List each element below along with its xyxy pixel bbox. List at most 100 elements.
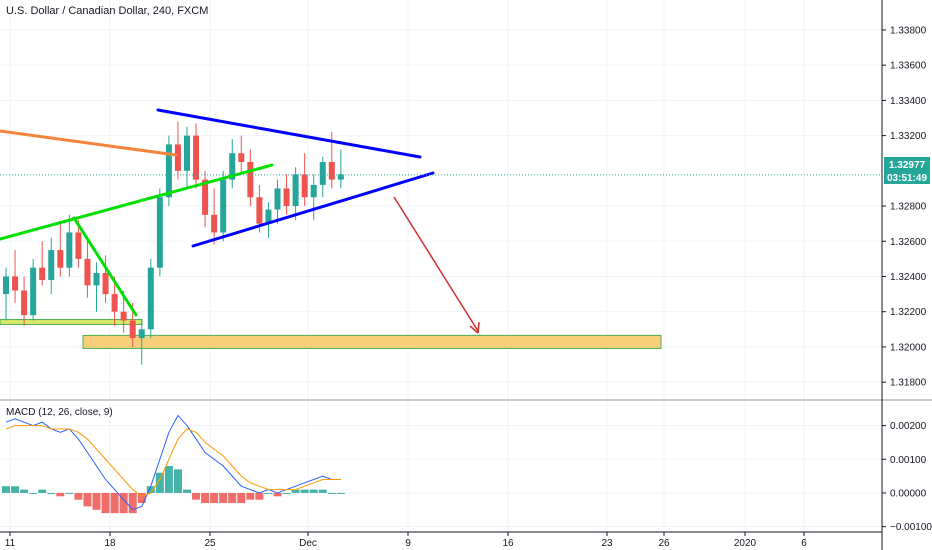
macd-histogram-bar (336, 492, 345, 494)
macd-histogram-bar (119, 492, 128, 514)
macd-histogram-bar (101, 492, 110, 514)
macd-histogram-bar (318, 489, 327, 493)
price-axis[interactable]: 1.33800 1.33600 1.33400 1.33200 1.32800 1.326… (882, 25, 927, 389)
macd-tick-label: 0.00000 (890, 488, 927, 499)
candle-body (129, 320, 136, 339)
macd-histogram-bar (29, 492, 38, 494)
price-tick-label: 1.32400 (890, 272, 927, 283)
candle-body (30, 267, 37, 316)
macd-histogram-bar (327, 492, 336, 494)
candle-body (93, 272, 100, 286)
candle-body (265, 209, 272, 224)
macd-axis[interactable]: 0.00200 0.00100 0.00000 −0.00100 (882, 421, 932, 533)
macd-tick-label: 0.00200 (890, 421, 927, 432)
candle-body (193, 135, 200, 180)
candle-body (102, 272, 109, 295)
macd-histogram (2, 466, 345, 514)
candle-body (66, 232, 73, 268)
candle-body (84, 258, 91, 286)
candle-body (3, 276, 9, 295)
macd-histogram-bar (255, 492, 264, 500)
macd-histogram-bar (219, 492, 228, 504)
candle-body (39, 267, 46, 281)
symbol-title[interactable]: U.S. Dollar / Canadian Dollar, 240, FXCM (6, 5, 208, 17)
time-axis[interactable]: 11 18 25 Dec 9 16 23 26 2020 6 (5, 532, 807, 549)
candle-body (283, 188, 290, 207)
time-tick-label: 26 (658, 538, 670, 549)
macd-histogram-bar (309, 489, 318, 493)
candle-body (328, 162, 335, 180)
candle-body (247, 162, 254, 198)
candle-body (75, 232, 82, 259)
macd-histogram-bar (92, 492, 101, 510)
macd-histogram-bar (273, 492, 282, 497)
macd-histogram-bar (47, 492, 56, 494)
price-tick-label: 1.32800 (890, 202, 927, 213)
macd-histogram-bar (2, 486, 10, 493)
macd-tick-label: −0.00100 (890, 522, 932, 533)
candle-body (229, 153, 236, 180)
price-tick-label: 1.33600 (890, 61, 927, 72)
macd-histogram-bar (56, 492, 65, 497)
macd-panel[interactable] (2, 414, 345, 514)
macd-histogram-bar (237, 492, 246, 504)
down-arrow-annotation[interactable] (393, 196, 480, 334)
macd-legend[interactable]: MACD (12, 26, close, 9) (6, 407, 113, 418)
macd-histogram-bar (146, 486, 155, 493)
candle-body (184, 135, 190, 171)
candle-body (57, 250, 64, 268)
candle-body (274, 188, 281, 210)
descending-resistance-line (0, 129, 178, 157)
candle-body (202, 179, 209, 215)
triangle-lower-line (191, 171, 435, 248)
candlestick-series (3, 121, 344, 365)
candle-body (165, 144, 172, 198)
macd-histogram-bar (164, 466, 173, 493)
green-breakdown-line (72, 216, 138, 317)
candle-body (12, 276, 19, 291)
time-tick-label: 18 (104, 538, 116, 549)
candle-body (120, 311, 127, 321)
time-tick-label: 23 (601, 538, 613, 549)
green-uptrend-line (0, 163, 274, 241)
candle-body (156, 197, 163, 268)
macd-histogram-bar (74, 492, 83, 500)
macd-histogram-bar (65, 492, 74, 494)
macd-histogram-bar (210, 492, 219, 504)
chart-grid (0, 0, 882, 532)
support-zone-rect (82, 334, 662, 349)
candle-body (301, 174, 308, 198)
price-tick-label: 1.33400 (890, 96, 927, 107)
countdown-label: 03:51:49 (887, 173, 927, 184)
candle-body (220, 179, 227, 233)
macd-histogram-bar (300, 489, 309, 493)
macd-histogram-bar (282, 492, 291, 494)
macd-histogram-bar (137, 492, 146, 504)
current-price-label: 1.32977 (889, 160, 926, 171)
macd-histogram-bar (20, 489, 29, 493)
macd-histogram-bar (264, 492, 273, 494)
candle-body (292, 174, 299, 207)
candle-body (256, 197, 263, 224)
current-price-badge: 1.32977 03:51:49 (884, 157, 930, 184)
macd-histogram-bar (173, 469, 182, 493)
macd-histogram-bar (183, 489, 191, 493)
arrow-shaft (393, 196, 479, 332)
price-tick-label: 1.32200 (890, 307, 927, 318)
candle-body (138, 329, 145, 339)
price-panel[interactable] (0, 108, 882, 365)
candle-body (111, 294, 118, 312)
candle-body (310, 184, 317, 198)
trend-drawings[interactable] (0, 108, 435, 317)
price-tick-label: 1.32600 (890, 237, 927, 248)
price-tick-label: 1.31800 (890, 378, 927, 389)
candle-body (174, 144, 181, 171)
price-tick-label: 1.33200 (890, 131, 927, 142)
candle-body (337, 174, 344, 180)
time-tick-label: 9 (405, 538, 411, 549)
macd-histogram-bar (83, 492, 92, 507)
macd-histogram-bar (291, 489, 300, 493)
support-zone[interactable] (0, 319, 662, 349)
macd-histogram-bar (38, 489, 47, 493)
